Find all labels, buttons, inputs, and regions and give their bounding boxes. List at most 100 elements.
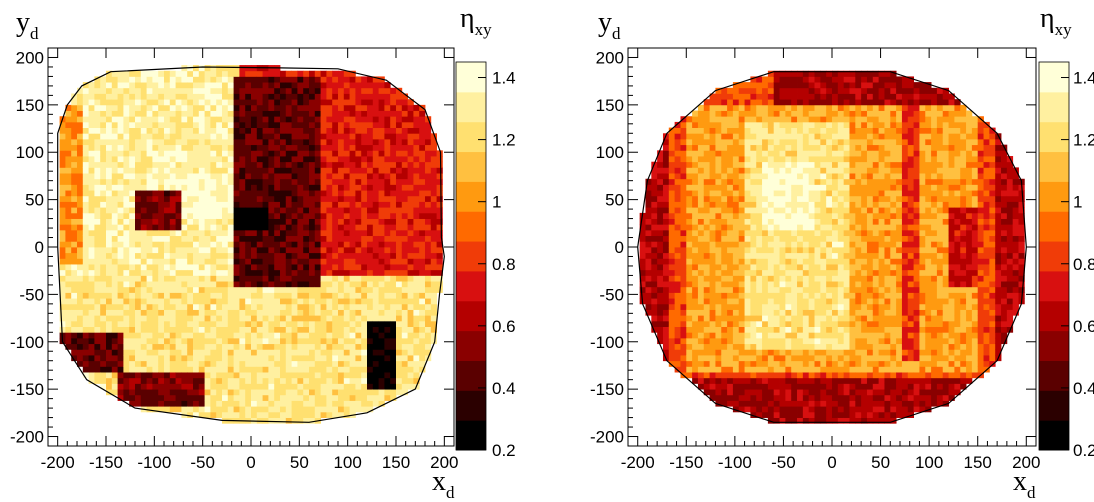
heatmap-cell (320, 110, 327, 117)
heatmap-cell (222, 207, 229, 214)
heatmap-cell (59, 133, 66, 140)
heatmap-cell (721, 355, 728, 362)
heatmap-cell (222, 224, 229, 231)
heatmap-cell (762, 178, 769, 185)
heatmap-cell (216, 138, 223, 146)
heatmap-cell (251, 366, 258, 373)
heatmap-cell (227, 247, 234, 254)
heatmap-cell (314, 127, 321, 134)
heatmap-cell (762, 264, 769, 271)
heatmap-cell (686, 349, 693, 356)
heatmap-cell (419, 264, 426, 271)
heatmap-cell (309, 173, 316, 180)
heatmap-cell (164, 76, 171, 83)
heatmap-cell (117, 241, 124, 248)
heatmap-cell (413, 138, 420, 146)
heatmap-cell (285, 337, 292, 345)
heatmap-cell (135, 332, 142, 339)
heatmap-cell (425, 218, 432, 225)
heatmap-cell (152, 383, 159, 390)
heatmap-cell (256, 269, 263, 276)
heatmap-cell (297, 309, 304, 316)
heatmap-cell (262, 406, 269, 413)
heatmap-cell (378, 337, 385, 345)
heatmap-cell (146, 218, 153, 225)
heatmap-cell (343, 281, 350, 288)
heatmap-cell (756, 76, 763, 83)
heatmap-cell (204, 411, 211, 418)
heatmap-cell (651, 173, 658, 180)
heatmap-cell (193, 241, 200, 248)
heatmap-cell (756, 349, 763, 356)
heatmap-cell (303, 138, 310, 146)
heatmap-cell (419, 275, 426, 282)
heatmap-cell (407, 195, 414, 202)
heatmap-cell (274, 337, 281, 345)
heatmap-cell (227, 167, 234, 174)
heatmap-cell (309, 161, 316, 168)
heatmap-cell (280, 360, 287, 367)
heatmap-cell (152, 76, 159, 83)
heatmap-cell (88, 104, 95, 111)
heatmap-cell (77, 212, 84, 219)
heatmap-cell (692, 377, 699, 384)
heatmap-cell (419, 229, 426, 237)
heatmap-cell (274, 411, 281, 418)
heatmap-cell (117, 224, 124, 231)
heatmap-cell (187, 252, 194, 259)
heatmap-cell (291, 366, 298, 373)
y-tick-label: 0 (35, 238, 44, 257)
heatmap-cell (268, 309, 275, 316)
heatmap-cell (88, 127, 95, 134)
heatmap-cell (204, 150, 211, 157)
heatmap-cell (343, 127, 350, 134)
heatmap-cell (309, 99, 316, 106)
heatmap-cell (744, 320, 751, 327)
heatmap-cell (65, 161, 72, 168)
heatmap-cell (88, 292, 95, 299)
heatmap-cell (651, 190, 658, 197)
heatmap-cell (71, 173, 78, 180)
heatmap-cell (662, 292, 670, 299)
heatmap-cell (117, 360, 124, 367)
heatmap-cell (280, 372, 287, 379)
heatmap-cell (140, 269, 147, 276)
heatmap-cell (738, 218, 745, 225)
heatmap-cell (727, 349, 734, 356)
heatmap-cell (361, 366, 368, 373)
heatmap-cell (251, 161, 258, 168)
heatmap-cell (349, 76, 356, 83)
heatmap-cell (721, 315, 728, 322)
heatmap-cell (146, 400, 153, 407)
heatmap-cell (407, 258, 414, 265)
heatmap-cell (280, 150, 287, 157)
heatmap-cell (309, 315, 316, 322)
heatmap-cell (657, 212, 664, 219)
heatmap-cell (239, 173, 246, 180)
heatmap-cell (645, 218, 652, 225)
heatmap-cell (222, 292, 229, 299)
heatmap-cell (268, 303, 275, 310)
heatmap-cell (152, 127, 159, 134)
heatmap-cell (686, 292, 693, 299)
heatmap-cell (268, 269, 275, 276)
heatmap-cell (239, 269, 246, 276)
heatmap-cell (256, 127, 263, 134)
heatmap-cell (100, 309, 107, 316)
heatmap-cell (314, 360, 321, 367)
heatmap-cell (709, 252, 716, 259)
heatmap-cell (349, 332, 356, 339)
heatmap-cell (100, 355, 107, 362)
heatmap-cell (413, 184, 420, 191)
heatmap-cell (210, 377, 217, 384)
heatmap-cell (709, 150, 716, 157)
heatmap-cell (158, 298, 165, 305)
heatmap-cell (251, 320, 258, 327)
heatmap-cell (727, 355, 734, 362)
heatmap-cell (343, 82, 350, 89)
heatmap-cell (65, 212, 72, 219)
heatmap-cell (77, 264, 84, 271)
heatmap-cell (94, 366, 101, 373)
heatmap-cell (309, 286, 316, 293)
heatmap-cell (668, 355, 676, 362)
